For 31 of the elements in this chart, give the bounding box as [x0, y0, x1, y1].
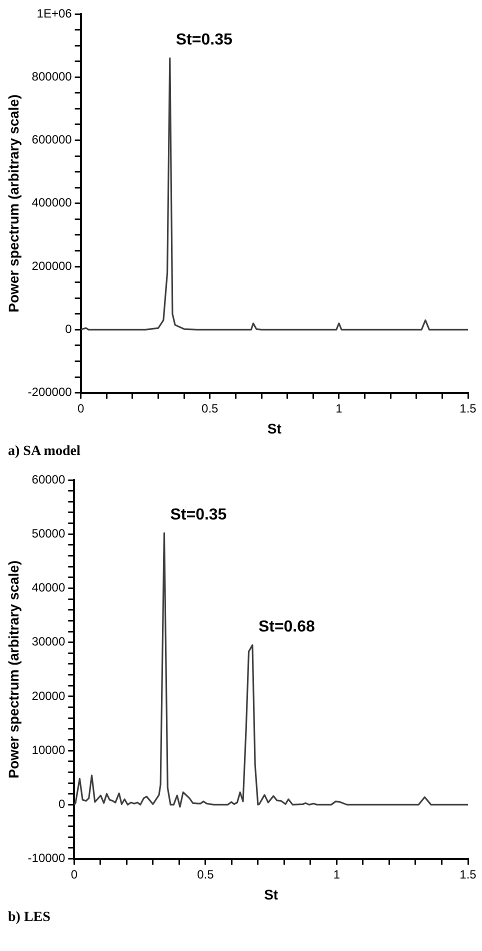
x-tick-label: 1.5: [460, 867, 477, 882]
y-tick-label: -10000: [28, 851, 66, 866]
x-tick-label: 0.5: [197, 867, 214, 882]
y-tick-label: 200000: [32, 258, 72, 273]
x-tick-label: 1.5: [460, 401, 477, 416]
y-tick-label: 800000: [32, 69, 72, 84]
text: a) SA model: [8, 444, 82, 461]
y-axis-title: Power spectrum (arbitrary scale): [5, 94, 22, 312]
y-tick-label: 10000: [32, 742, 66, 757]
y-tick-label: 20000: [32, 688, 66, 703]
y-tick-label: 30000: [32, 634, 66, 649]
y-tick-label: 50000: [32, 526, 66, 540]
y-tick-label: 0: [58, 797, 66, 811]
x-axis-title: St: [267, 420, 282, 436]
y-tick-label: 40000: [32, 580, 66, 595]
annotation: St=0.35: [176, 32, 232, 49]
x-tick-label: 1: [333, 867, 340, 882]
x-axis-title: St: [264, 886, 278, 902]
y-tick-label: 0: [65, 322, 72, 336]
y-tick-label: 60000: [32, 472, 66, 486]
x-tick-label: 0: [77, 401, 84, 416]
y-tick-label: -200000: [28, 385, 72, 400]
y-tick-label: 1E+06: [36, 6, 72, 20]
annotation: St=0.35: [170, 506, 227, 524]
x-tick-label: 1: [336, 401, 343, 416]
annotation: St=0.68: [258, 618, 316, 636]
text: b) LES: [8, 910, 52, 927]
y-tick-label: 600000: [32, 132, 72, 147]
y-tick-label: 400000: [32, 196, 72, 210]
x-tick-label: 0.5: [202, 401, 219, 416]
y-axis-title: Power spectrum (arbitrary scale): [5, 560, 22, 778]
